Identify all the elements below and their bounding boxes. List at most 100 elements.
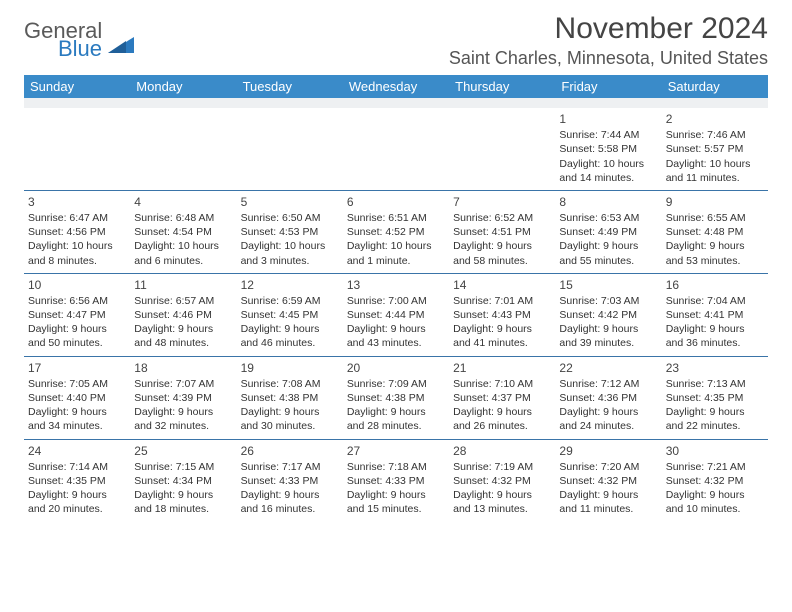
sunrise-text: Sunrise: 6:53 AM [559,211,657,225]
sunset-text: Sunset: 4:32 PM [666,474,764,488]
weekday-header: Wednesday [343,75,449,98]
weekday-header: Sunday [24,75,130,98]
sunset-text: Sunset: 4:53 PM [241,225,339,239]
day-number: 29 [559,443,657,459]
calendar-day-cell: 26Sunrise: 7:17 AMSunset: 4:33 PMDayligh… [237,439,343,521]
sunrise-text: Sunrise: 7:20 AM [559,460,657,474]
calendar-day-cell: 24Sunrise: 7:14 AMSunset: 4:35 PMDayligh… [24,439,130,521]
day-number: 2 [666,111,764,127]
daylight-text: and 48 minutes. [134,336,232,350]
sunrise-text: Sunrise: 7:13 AM [666,377,764,391]
calendar-day-cell: 15Sunrise: 7:03 AMSunset: 4:42 PMDayligh… [555,273,661,356]
calendar-week-row: 10Sunrise: 6:56 AMSunset: 4:47 PMDayligh… [24,273,768,356]
daylight-text: Daylight: 10 hours [666,157,764,171]
calendar-day-cell: 18Sunrise: 7:07 AMSunset: 4:39 PMDayligh… [130,356,236,439]
daylight-text: Daylight: 10 hours [347,239,445,253]
calendar-day-cell: 6Sunrise: 6:51 AMSunset: 4:52 PMDaylight… [343,190,449,273]
brand-text-2: Blue [58,38,102,60]
sunrise-text: Sunrise: 6:48 AM [134,211,232,225]
sunrise-text: Sunrise: 7:46 AM [666,128,764,142]
daylight-text: Daylight: 9 hours [666,405,764,419]
day-number: 23 [666,360,764,376]
calendar-day-cell: 25Sunrise: 7:15 AMSunset: 4:34 PMDayligh… [130,439,236,521]
daylight-text: and 6 minutes. [134,254,232,268]
sunrise-text: Sunrise: 7:18 AM [347,460,445,474]
day-number: 19 [241,360,339,376]
calendar-day-cell: 2Sunrise: 7:46 AMSunset: 5:57 PMDaylight… [662,108,768,190]
sunrise-text: Sunrise: 7:05 AM [28,377,126,391]
calendar-day-cell: 30Sunrise: 7:21 AMSunset: 4:32 PMDayligh… [662,439,768,521]
daylight-text: Daylight: 9 hours [28,488,126,502]
calendar-header-row: SundayMondayTuesdayWednesdayThursdayFrid… [24,75,768,98]
sunrise-text: Sunrise: 6:57 AM [134,294,232,308]
weekday-header: Saturday [662,75,768,98]
sunrise-text: Sunrise: 6:56 AM [28,294,126,308]
daylight-text: and 43 minutes. [347,336,445,350]
calendar-day-cell: 19Sunrise: 7:08 AMSunset: 4:38 PMDayligh… [237,356,343,439]
daylight-text: and 30 minutes. [241,419,339,433]
sunrise-text: Sunrise: 6:52 AM [453,211,551,225]
sunset-text: Sunset: 4:38 PM [347,391,445,405]
day-number: 24 [28,443,126,459]
daylight-text: Daylight: 9 hours [28,322,126,336]
sunrise-text: Sunrise: 7:19 AM [453,460,551,474]
calendar-day-cell: 16Sunrise: 7:04 AMSunset: 4:41 PMDayligh… [662,273,768,356]
calendar-day-cell: 12Sunrise: 6:59 AMSunset: 4:45 PMDayligh… [237,273,343,356]
calendar-day-cell: 9Sunrise: 6:55 AMSunset: 4:48 PMDaylight… [662,190,768,273]
sunset-text: Sunset: 4:44 PM [347,308,445,322]
sunset-text: Sunset: 4:49 PM [559,225,657,239]
day-number: 13 [347,277,445,293]
daylight-text: Daylight: 9 hours [666,239,764,253]
calendar-day-cell: 3Sunrise: 6:47 AMSunset: 4:56 PMDaylight… [24,190,130,273]
day-number: 27 [347,443,445,459]
calendar-day-cell [449,108,555,190]
sunset-text: Sunset: 4:32 PM [453,474,551,488]
sunrise-text: Sunrise: 7:21 AM [666,460,764,474]
weekday-header: Thursday [449,75,555,98]
day-number: 6 [347,194,445,210]
daylight-text: and 24 minutes. [559,419,657,433]
daylight-text: Daylight: 9 hours [453,322,551,336]
daylight-text: Daylight: 9 hours [241,405,339,419]
sunrise-text: Sunrise: 7:03 AM [559,294,657,308]
daylight-text: Daylight: 9 hours [241,322,339,336]
weekday-header: Friday [555,75,661,98]
day-number: 26 [241,443,339,459]
day-number: 5 [241,194,339,210]
daylight-text: Daylight: 9 hours [453,405,551,419]
calendar-day-cell [130,108,236,190]
day-number: 17 [28,360,126,376]
sunset-text: Sunset: 4:42 PM [559,308,657,322]
sunset-text: Sunset: 4:56 PM [28,225,126,239]
sunrise-text: Sunrise: 6:50 AM [241,211,339,225]
daylight-text: and 13 minutes. [453,502,551,516]
sunset-text: Sunset: 4:37 PM [453,391,551,405]
calendar-day-cell: 22Sunrise: 7:12 AMSunset: 4:36 PMDayligh… [555,356,661,439]
sunrise-text: Sunrise: 7:17 AM [241,460,339,474]
calendar-day-cell: 8Sunrise: 6:53 AMSunset: 4:49 PMDaylight… [555,190,661,273]
daylight-text: and 26 minutes. [453,419,551,433]
calendar-day-cell: 23Sunrise: 7:13 AMSunset: 4:35 PMDayligh… [662,356,768,439]
calendar-table: SundayMondayTuesdayWednesdayThursdayFrid… [24,75,768,521]
blank-row [24,98,768,108]
daylight-text: and 50 minutes. [28,336,126,350]
day-number: 9 [666,194,764,210]
daylight-text: and 16 minutes. [241,502,339,516]
daylight-text: and 8 minutes. [28,254,126,268]
daylight-text: Daylight: 9 hours [347,405,445,419]
daylight-text: Daylight: 9 hours [134,322,232,336]
day-number: 28 [453,443,551,459]
daylight-text: Daylight: 9 hours [453,488,551,502]
calendar-day-cell: 13Sunrise: 7:00 AMSunset: 4:44 PMDayligh… [343,273,449,356]
calendar-day-cell: 29Sunrise: 7:20 AMSunset: 4:32 PMDayligh… [555,439,661,521]
daylight-text: Daylight: 9 hours [559,239,657,253]
daylight-text: Daylight: 9 hours [134,405,232,419]
daylight-text: and 34 minutes. [28,419,126,433]
daylight-text: Daylight: 9 hours [347,322,445,336]
daylight-text: Daylight: 9 hours [28,405,126,419]
day-number: 10 [28,277,126,293]
daylight-text: and 18 minutes. [134,502,232,516]
brand-logo: General Blue [24,20,134,60]
sunrise-text: Sunrise: 7:15 AM [134,460,232,474]
daylight-text: and 41 minutes. [453,336,551,350]
